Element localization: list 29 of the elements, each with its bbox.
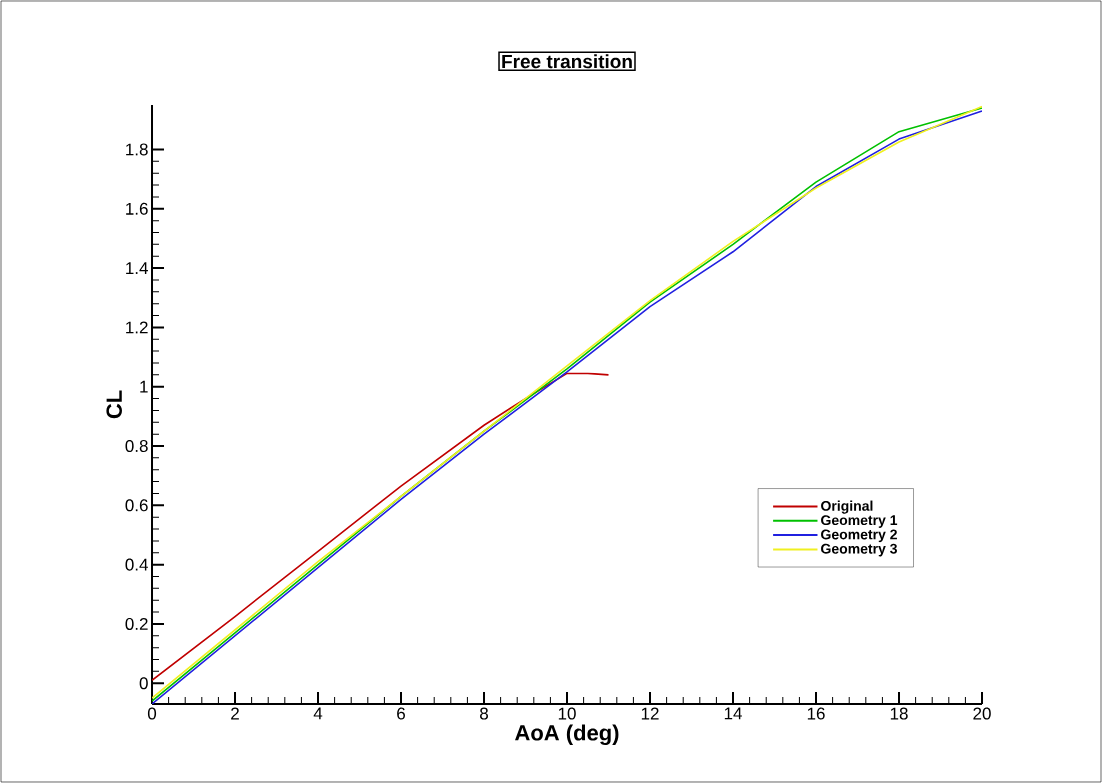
x-tick-label: 6 xyxy=(397,707,405,720)
y-tick-label: 0 xyxy=(139,677,148,690)
x-tick-label: 2 xyxy=(231,707,239,720)
x-tick-label: 8 xyxy=(480,707,488,720)
y-tick-label: 1.4 xyxy=(126,262,148,274)
x-tick-label: 14 xyxy=(724,707,742,720)
legend-label: Geometry 2 xyxy=(821,529,897,543)
x-tick-label: 18 xyxy=(890,707,908,720)
y-tick-label: 0.2 xyxy=(125,617,148,630)
x-tick-label: 0 xyxy=(147,707,157,720)
y-tick-label: 1.2 xyxy=(126,321,148,334)
x-tick-label: 10 xyxy=(558,707,576,720)
legend-label: Geometry 1 xyxy=(821,515,898,528)
line-series xyxy=(152,372,610,682)
y-tick-label: 1.6 xyxy=(126,202,148,215)
y-tick-label: 1 xyxy=(140,380,148,393)
y-axis-title: CL xyxy=(106,390,122,419)
y-tick-label: 1.8 xyxy=(126,143,148,156)
x-tick-label: 20 xyxy=(973,707,991,720)
x-tick-label: 16 xyxy=(807,707,825,720)
y-tick-label: 0.8 xyxy=(125,439,148,453)
legend-label: Original xyxy=(821,500,873,514)
y-tick-label: 0.4 xyxy=(125,558,148,571)
chart-title: Free transition xyxy=(502,54,632,69)
x-tick-label: 12 xyxy=(641,707,659,720)
x-axis-title: AoA (deg) xyxy=(515,724,619,746)
x-tick-label: 4 xyxy=(313,707,323,720)
y-tick-label: 0.6 xyxy=(125,499,148,512)
legend-label: Geometry 3 xyxy=(821,543,897,557)
